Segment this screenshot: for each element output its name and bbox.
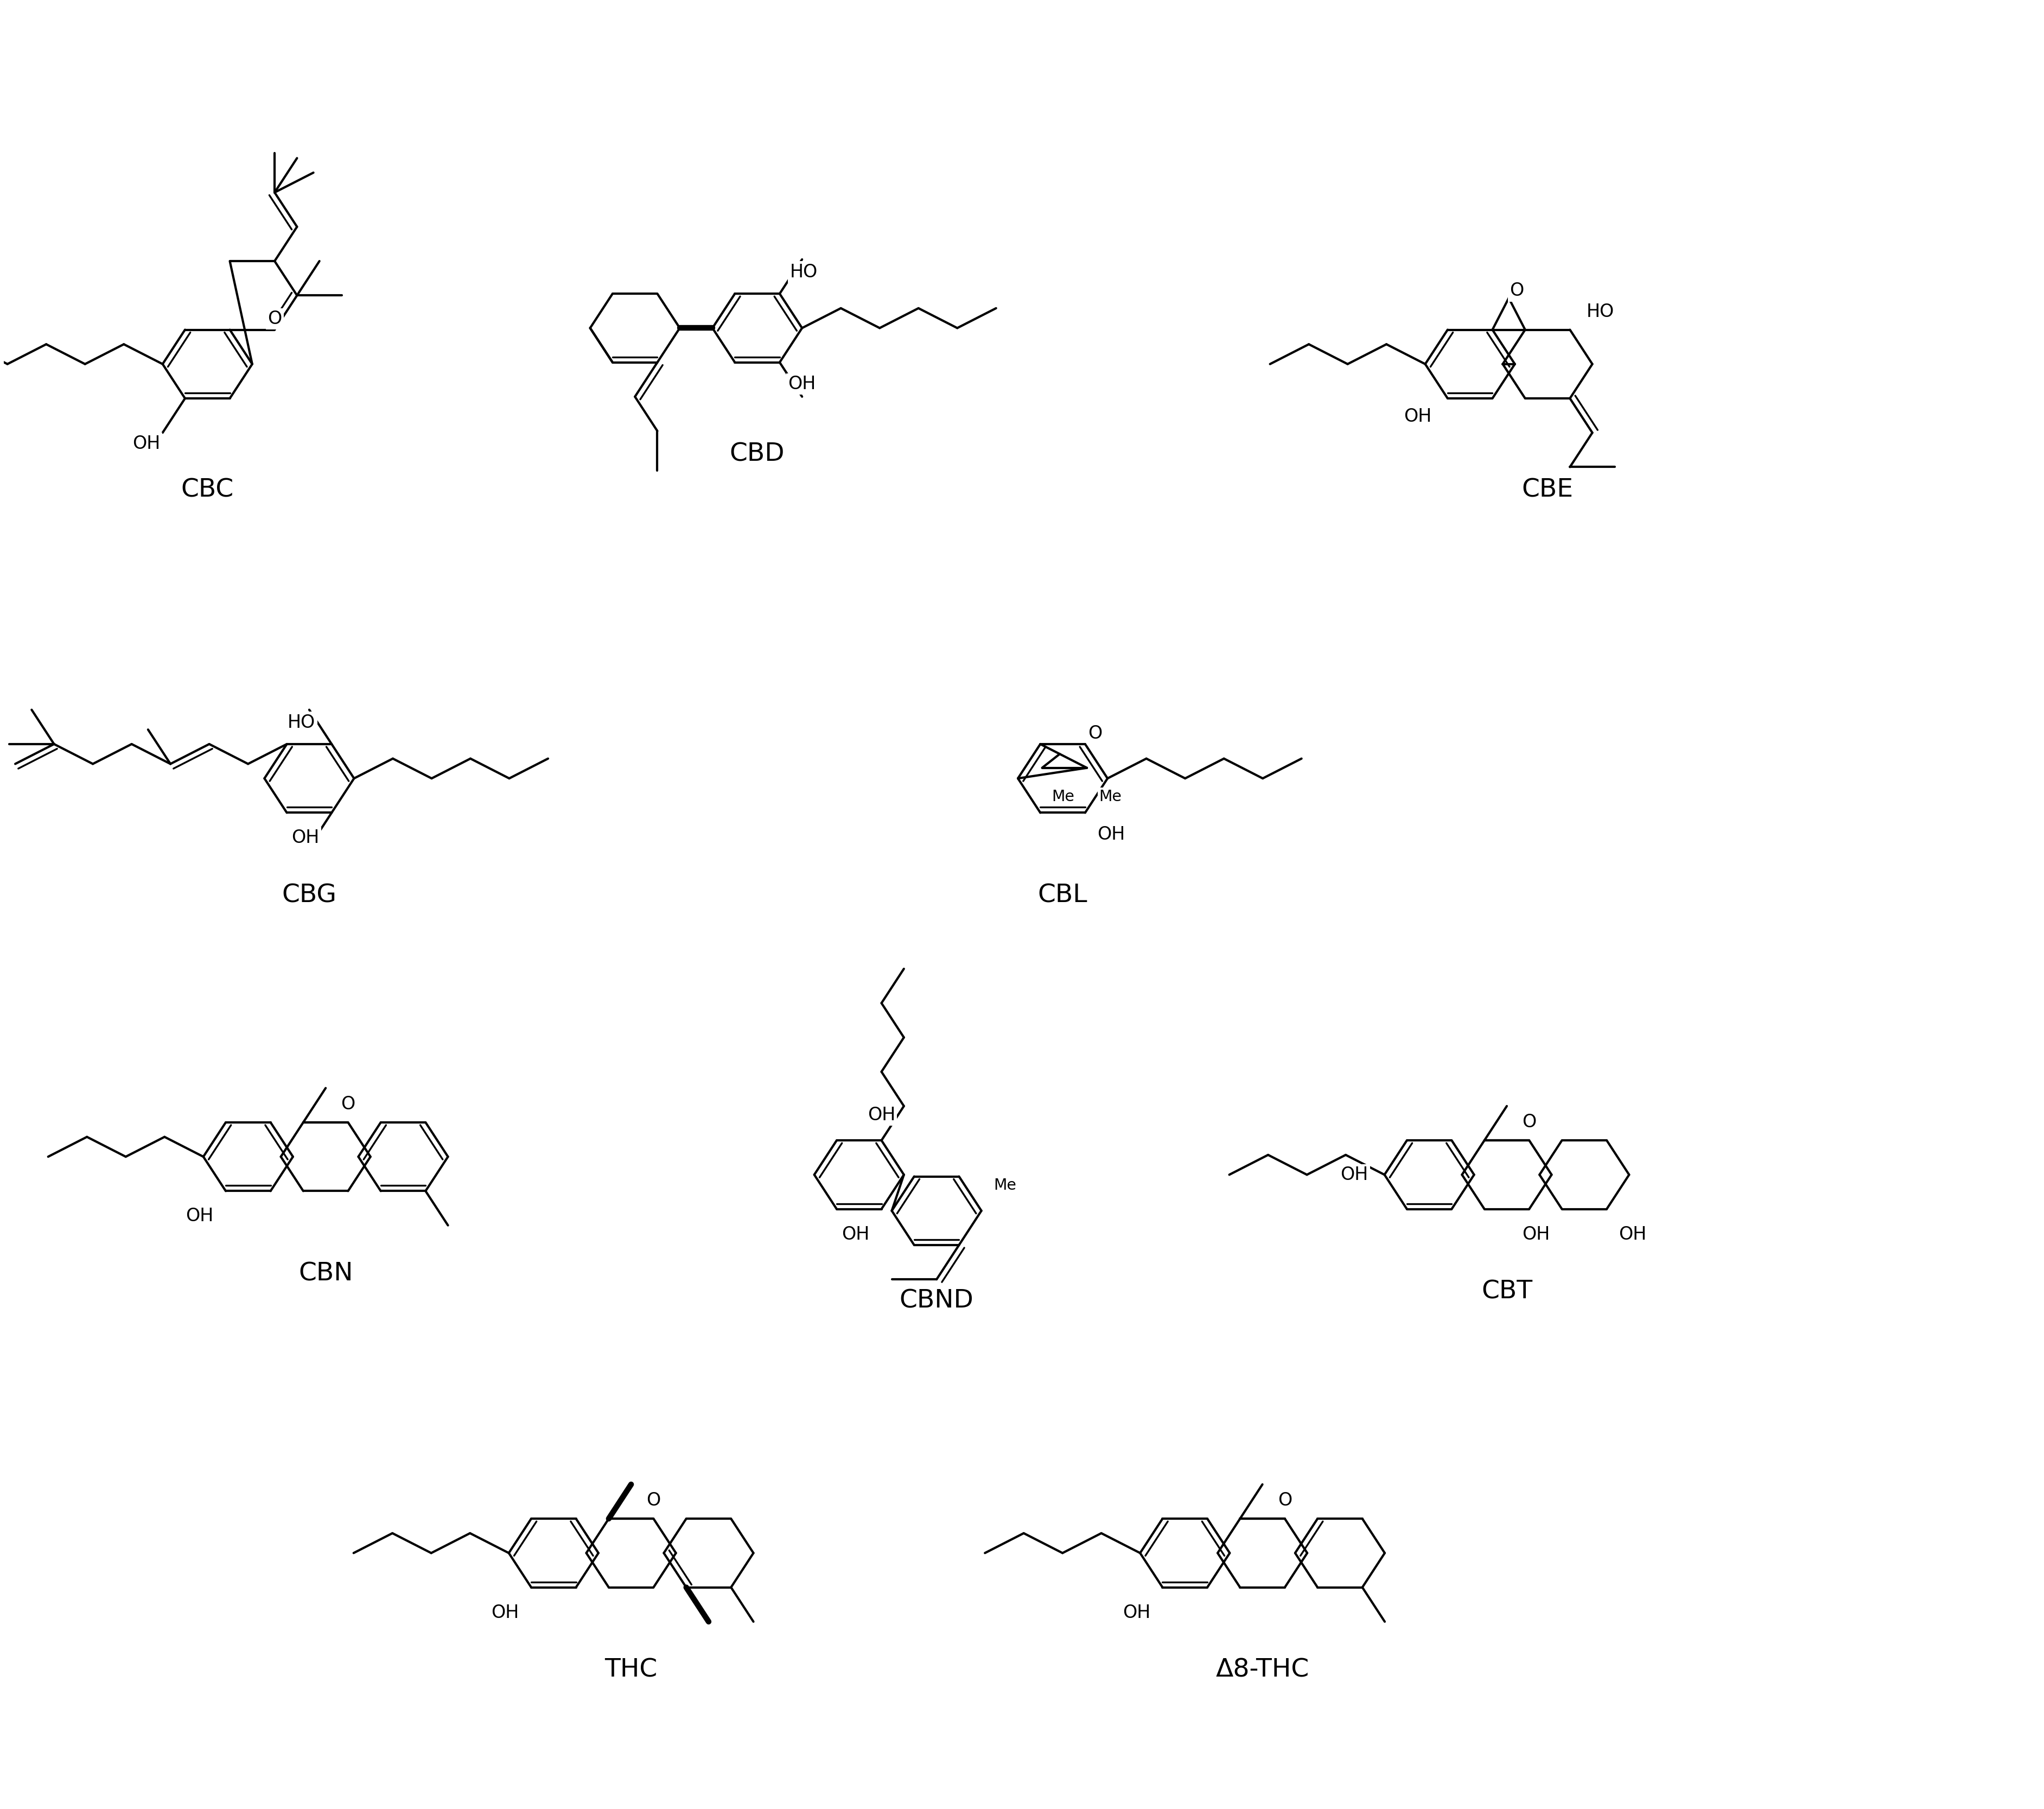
Text: CBL: CBL (1038, 883, 1087, 908)
Text: OH: OH (1122, 1603, 1151, 1621)
Text: CBD: CBD (730, 441, 785, 467)
Text: CBC: CBC (182, 478, 233, 503)
Text: O: O (1087, 724, 1102, 742)
Text: CBE: CBE (1521, 478, 1574, 503)
Text: CBND: CBND (899, 1288, 973, 1313)
Text: OH: OH (292, 829, 319, 847)
Text: O: O (268, 309, 282, 327)
Text: OH: OH (491, 1603, 519, 1621)
Text: O: O (1523, 1113, 1537, 1131)
Text: HO: HO (288, 713, 315, 731)
Text: OH: OH (1619, 1225, 1647, 1243)
Text: OH: OH (1523, 1225, 1549, 1243)
Text: Me: Me (1053, 789, 1075, 805)
Text: Me: Me (993, 1178, 1016, 1194)
Text: CBG: CBG (282, 883, 337, 908)
Text: O: O (1511, 282, 1525, 300)
Text: OH: OH (1404, 407, 1431, 425)
Text: Me: Me (1100, 789, 1122, 805)
Text: CBT: CBT (1482, 1279, 1533, 1304)
Text: O: O (341, 1096, 356, 1113)
Text: HO: HO (789, 262, 818, 280)
Text: HO: HO (1586, 302, 1615, 320)
Text: OH: OH (1341, 1165, 1367, 1183)
Text: THC: THC (605, 1657, 658, 1682)
Text: Δ8-THC: Δ8-THC (1216, 1657, 1308, 1682)
Text: OH: OH (842, 1225, 869, 1243)
Text: CBN: CBN (298, 1261, 354, 1286)
Text: O: O (646, 1492, 660, 1511)
Text: OH: OH (867, 1107, 895, 1123)
Text: OH: OH (787, 374, 816, 393)
Text: O: O (1278, 1492, 1292, 1511)
Text: OH: OH (133, 434, 159, 452)
Text: OH: OH (1098, 825, 1124, 843)
Text: OH: OH (186, 1207, 213, 1225)
